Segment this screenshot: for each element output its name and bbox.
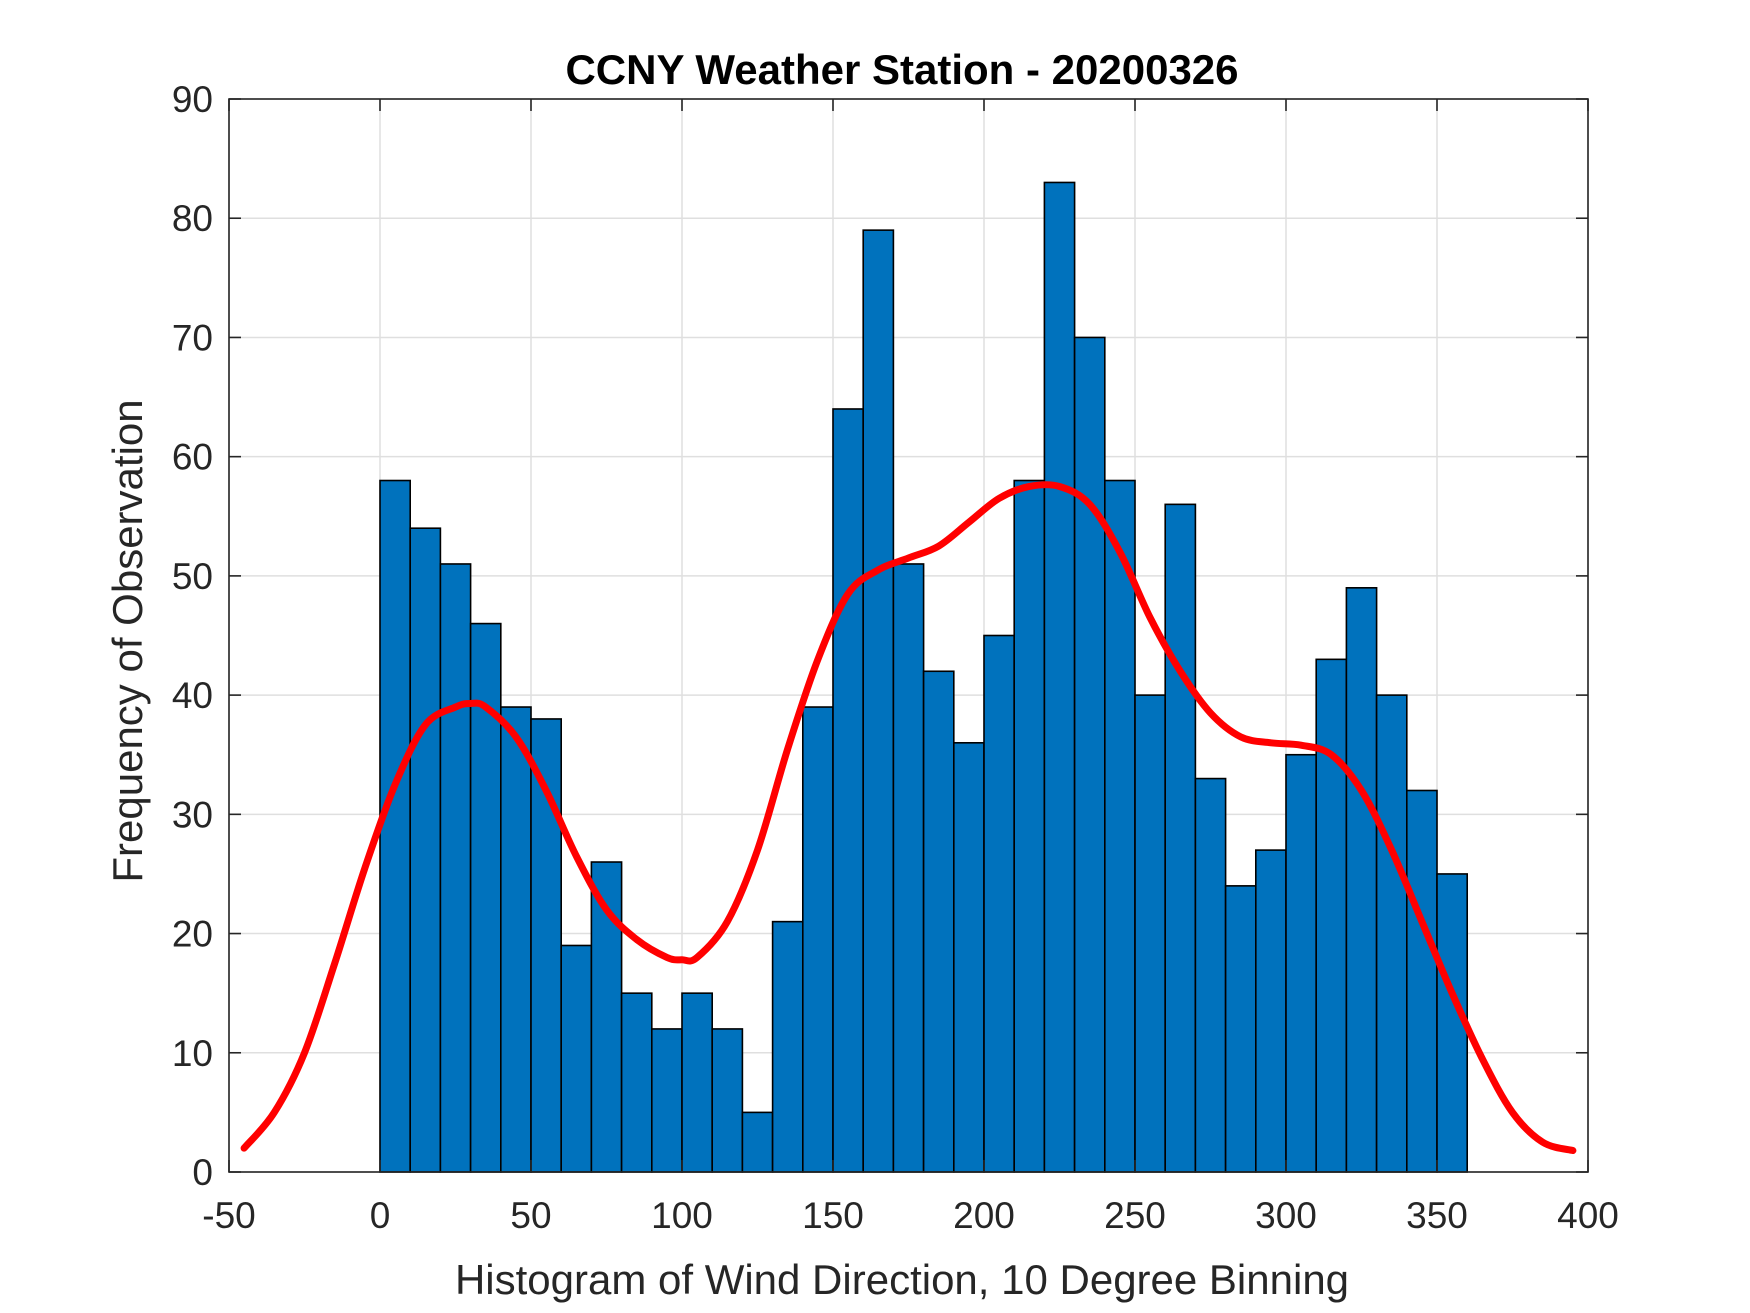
- x-tick-label: 50: [510, 1195, 551, 1236]
- y-tick-label: 80: [172, 198, 213, 239]
- histogram-bar: [560, 944, 593, 1173]
- axes-box: [228, 98, 1589, 1173]
- y-tick-label: 30: [172, 794, 213, 835]
- x-tick-label: 300: [1255, 1195, 1317, 1236]
- histogram-bar: [801, 706, 834, 1173]
- density-curve-layer: [240, 481, 1577, 1155]
- x-tick-label: -50: [202, 1195, 255, 1236]
- histogram-bar: [1406, 789, 1438, 1173]
- y-tick-label: 70: [172, 317, 213, 358]
- histogram-bar: [1224, 885, 1257, 1173]
- histogram-bar: [892, 563, 925, 1173]
- histogram-bar: [952, 741, 985, 1173]
- y-tick-label: 0: [192, 1152, 213, 1193]
- x-tick-label: 100: [651, 1195, 713, 1236]
- tick-labels: -50 0 50 100 150 200 250 300 350 4000102030405060…: [172, 79, 1619, 1236]
- histogram-bar: [741, 1111, 774, 1173]
- x-tick-label: 400: [1557, 1195, 1619, 1236]
- chart-title: CCNY Weather Station - 20200326: [565, 46, 1238, 93]
- histogram-bar: [1134, 694, 1167, 1173]
- histogram-bar: [439, 563, 472, 1173]
- histogram-bar: [862, 229, 895, 1173]
- histogram-bar: [1375, 694, 1408, 1173]
- y-tick-label: 60: [172, 437, 213, 478]
- histogram-bar: [650, 1028, 683, 1173]
- histogram-bar: [409, 527, 442, 1173]
- histogram-bar: [1073, 336, 1106, 1173]
- histogram-bar: [922, 670, 955, 1173]
- histogram-bar: [1315, 658, 1348, 1173]
- axes: [228, 98, 1589, 1173]
- x-tick-label: 350: [1406, 1195, 1468, 1236]
- y-tick-label: 40: [172, 675, 213, 716]
- y-axis-label: Frequency of Observation: [104, 399, 151, 882]
- x-tick-label: 0: [370, 1195, 391, 1236]
- x-axis-label: Histogram of Wind Direction, 10 Degree B…: [455, 1256, 1349, 1303]
- histogram-bar: [771, 920, 804, 1173]
- histogram-bar: [1255, 849, 1287, 1173]
- histogram-bar: [1285, 753, 1318, 1173]
- histogram-bar: [983, 634, 1016, 1173]
- histogram-bar: [620, 992, 653, 1173]
- histogram-bar: [1013, 479, 1046, 1173]
- histogram-bar: [1043, 181, 1076, 1173]
- histogram-bar: [711, 1028, 744, 1173]
- y-tick-label: 20: [172, 914, 213, 955]
- density-curve: [240, 481, 1577, 1155]
- histogram-bar: [832, 408, 865, 1173]
- histogram-bar: [681, 992, 714, 1173]
- x-tick-label: 200: [953, 1195, 1015, 1236]
- histogram-bar: [1194, 777, 1227, 1173]
- y-tick-label: 10: [172, 1033, 213, 1074]
- x-tick-label: 150: [802, 1195, 864, 1236]
- histogram-bars: [379, 181, 1469, 1173]
- y-tick-label: 50: [172, 556, 213, 597]
- y-tick-label: 90: [172, 79, 213, 120]
- x-tick-label: 250: [1104, 1195, 1166, 1236]
- histogram-bar: [1104, 479, 1136, 1173]
- histogram-bar: [379, 479, 412, 1173]
- histogram-bar: [499, 706, 532, 1173]
- histogram-bar: [1164, 503, 1197, 1173]
- histogram-bar: [1345, 587, 1378, 1173]
